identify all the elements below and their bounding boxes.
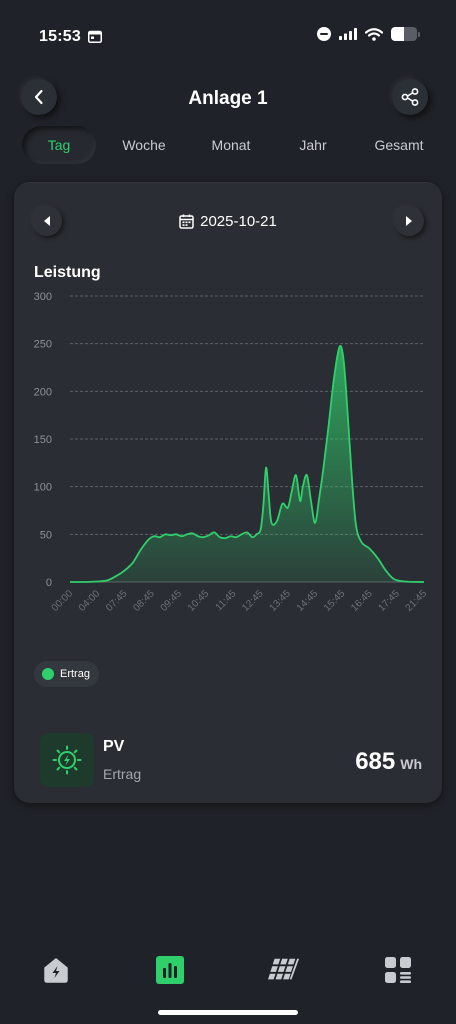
- do-not-disturb-icon: [317, 27, 331, 41]
- y-tick-label: 50: [40, 529, 52, 541]
- bar-chart-icon: [156, 956, 184, 984]
- x-tick-label: 13:45: [267, 588, 293, 614]
- x-tick-label: 17:45: [376, 588, 402, 614]
- share-icon: [401, 88, 419, 106]
- triangle-left-icon: [44, 216, 50, 226]
- status-indicators: [317, 27, 420, 41]
- period-tabs: Tag Woche Monat Jahr Gesamt: [20, 126, 440, 164]
- pv-subtitle: Ertrag: [103, 766, 142, 782]
- next-date-button[interactable]: [394, 206, 424, 236]
- pv-yield-value: 685 Wh: [355, 748, 422, 776]
- x-tick-label: 15:45: [322, 588, 348, 614]
- x-tick-label: 07:45: [104, 588, 130, 614]
- legend-color-dot: [42, 668, 54, 680]
- x-tick-label: 10:45: [186, 588, 212, 614]
- pv-name: PV: [103, 738, 125, 755]
- y-tick-label: 300: [34, 291, 52, 303]
- solar-panel-icon: [268, 958, 300, 980]
- series-area-ertrag: [70, 345, 424, 582]
- date-picker[interactable]: 2025-10-21: [14, 213, 442, 230]
- legend-item-ertrag[interactable]: Ertrag: [34, 661, 99, 687]
- battery-icon: [391, 27, 417, 41]
- series-line-ertrag: [69, 344, 425, 583]
- tab-tag[interactable]: Tag: [22, 126, 96, 164]
- chart-title: Leistung: [34, 264, 101, 281]
- legend-label: Ertrag: [60, 668, 90, 680]
- pv-icon-box: [40, 733, 94, 787]
- x-tick-label: 08:45: [131, 588, 157, 614]
- y-tick-label: 100: [34, 482, 52, 494]
- x-tick-label: 21:45: [404, 588, 430, 614]
- chevron-left-icon: [34, 89, 43, 105]
- bottom-navigation: [0, 950, 456, 990]
- x-tick-label: 00:00: [50, 588, 76, 614]
- tab-monat[interactable]: Monat: [211, 137, 251, 153]
- x-tick-label: 12:45: [240, 588, 266, 614]
- calendar-icon: [179, 214, 194, 229]
- status-bar: 15:53: [0, 0, 456, 60]
- triangle-right-icon: [406, 216, 412, 226]
- home-indicator: [158, 1010, 298, 1015]
- energy-card: 2025-10-21 Leistung 0 50 100 150 200 250 300 0…: [14, 182, 442, 803]
- wifi-icon: [365, 27, 383, 41]
- y-tick-label: 0: [46, 577, 52, 589]
- y-tick-label: 250: [34, 339, 52, 351]
- apps-grid-icon: [385, 957, 411, 983]
- nav-solar[interactable]: [268, 954, 300, 986]
- x-tick-label: 11:45: [214, 588, 239, 613]
- back-button[interactable]: [21, 79, 57, 115]
- solar-sun-bolt-icon: [52, 745, 82, 775]
- y-tick-label: 150: [34, 434, 52, 446]
- power-area-chart: 0 50 100 150 200 250 300 00:00 04:00 07:45 08:45 0…: [34, 291, 430, 614]
- tab-woche[interactable]: Woche: [122, 137, 166, 153]
- x-tick-label: 09:45: [159, 588, 185, 614]
- cellular-signal-icon: [339, 28, 357, 40]
- nav-statistics[interactable]: [154, 954, 186, 986]
- calendar-status-icon: [88, 30, 102, 43]
- tab-gesamt[interactable]: Gesamt: [374, 137, 424, 153]
- nav-more[interactable]: [382, 954, 414, 986]
- x-tick-label: 14:45: [295, 588, 321, 614]
- selected-date: 2025-10-21: [200, 213, 277, 230]
- home-bolt-icon: [44, 958, 68, 983]
- share-button[interactable]: [392, 79, 428, 115]
- pv-yield-unit: Wh: [400, 756, 422, 772]
- status-time: 15:53: [39, 28, 81, 45]
- x-tick-label: 04:00: [77, 588, 103, 614]
- previous-date-button[interactable]: [32, 206, 62, 236]
- pv-yield-number: 685: [355, 748, 396, 775]
- tab-jahr[interactable]: Jahr: [299, 137, 327, 153]
- nav-home[interactable]: [40, 954, 72, 986]
- y-tick-label: 200: [34, 386, 52, 398]
- x-tick-label: 16:45: [349, 588, 375, 614]
- page-title: Anlage 1: [188, 88, 268, 109]
